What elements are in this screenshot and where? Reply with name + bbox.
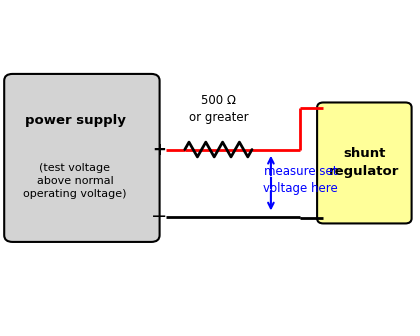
Text: +: + (152, 140, 166, 159)
Text: (test voltage
above normal
operating voltage): (test voltage above normal operating vol… (23, 163, 127, 199)
Text: −: − (151, 207, 167, 226)
FancyBboxPatch shape (4, 74, 160, 242)
Text: shunt
regulator: shunt regulator (329, 148, 399, 178)
FancyBboxPatch shape (317, 102, 412, 223)
Text: power supply: power supply (24, 114, 126, 127)
Text: measure set
voltage here: measure set voltage here (263, 165, 338, 195)
Text: 500 Ω
or greater: 500 Ω or greater (189, 94, 248, 124)
